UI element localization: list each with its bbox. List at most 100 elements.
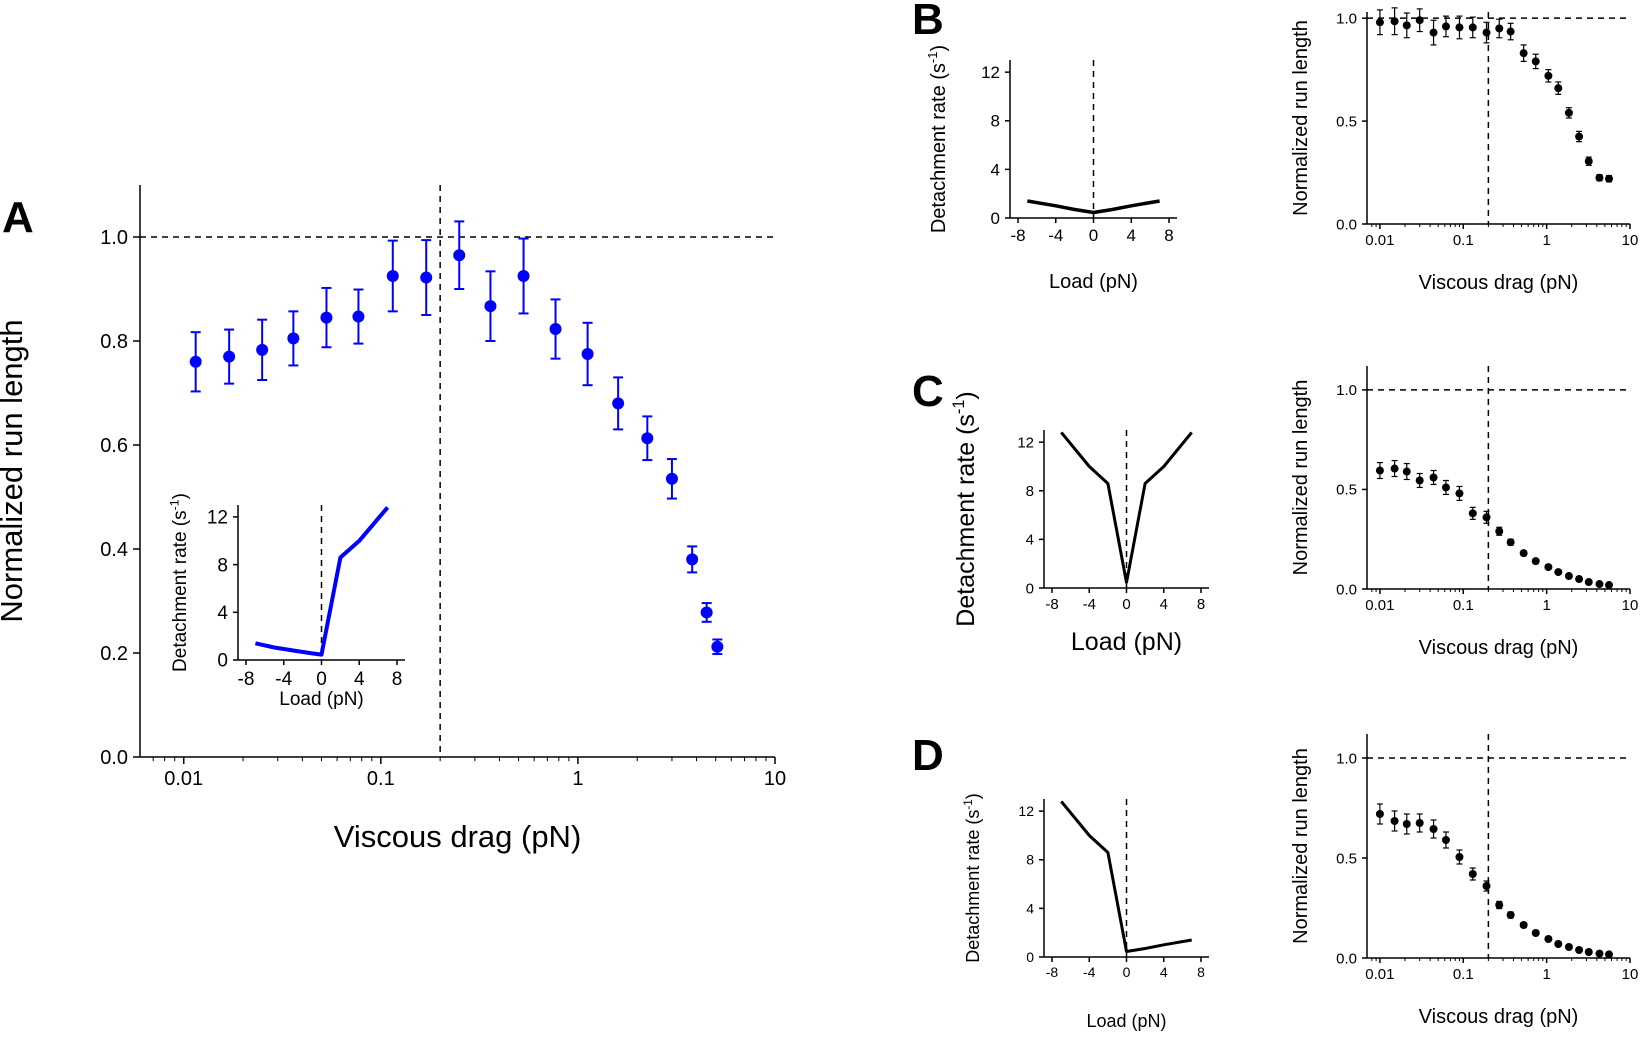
- chart-D-run: 0.01 0.1 1 10 0.0 0.5 1.0 Viscous drag (pN) Norm…: [1290, 734, 1638, 1028]
- panel-label-a: A: [2, 193, 34, 242]
- x-tick-label: 4: [1160, 596, 1168, 613]
- data-point: [1375, 466, 1384, 475]
- data-point: [1595, 949, 1604, 958]
- data-point: [1468, 870, 1477, 878]
- data-point: [420, 271, 433, 284]
- data-point: [1544, 71, 1553, 80]
- data-point: [189, 355, 202, 368]
- chart-C-run: 0.01 0.1 1 10 0.0 0.5 1.0 Viscous drag (pN) Norm…: [1290, 366, 1638, 659]
- data-point: [1506, 911, 1515, 919]
- x-tick-label: 4: [354, 669, 365, 690]
- data-point: [1506, 27, 1515, 36]
- x-tick-label: -8: [1046, 964, 1059, 980]
- y-tick-label: 0: [1026, 949, 1034, 965]
- data-point: [1519, 921, 1528, 929]
- data-point: [1468, 509, 1477, 518]
- data-point: [1595, 173, 1604, 182]
- data-point: [1575, 132, 1584, 141]
- x-tick-label: 4: [1127, 226, 1136, 245]
- x-tick-label: 0.1: [1453, 232, 1474, 249]
- y-tick-label: 12: [207, 508, 228, 529]
- data-point: [1375, 18, 1384, 27]
- y-axis-label-main: Normalized run length: [1290, 380, 1312, 576]
- data-point: [1554, 84, 1563, 93]
- y-tick-label: 0.0: [100, 747, 128, 769]
- series-line: [1060, 431, 1193, 584]
- data-point: [1390, 464, 1399, 473]
- x-tick-label: -4: [1083, 964, 1096, 980]
- y-tick-label: 0: [217, 651, 228, 672]
- y-tick-label: 0.5: [1336, 850, 1357, 867]
- y-tick-label: 1.0: [1336, 750, 1357, 767]
- y-axis-label-superscript: -1: [962, 799, 975, 809]
- x-tick-label: 0.01: [164, 768, 203, 790]
- y-tick-label: 8: [991, 112, 1000, 131]
- data-point: [1390, 17, 1399, 26]
- y-axis-label-superscript: -1: [950, 400, 968, 414]
- data-point: [1531, 57, 1540, 66]
- y-tick-label: 0.0: [1336, 581, 1357, 598]
- data-point: [1375, 810, 1384, 818]
- data-point: [1584, 948, 1593, 956]
- data-point: [1544, 935, 1553, 943]
- y-tick-label: 0.6: [100, 435, 128, 457]
- y-tick-label: 0: [1026, 580, 1034, 597]
- x-tick-label: 0.01: [1365, 966, 1394, 983]
- x-tick-label: 1: [1542, 232, 1550, 249]
- y-tick-label: 8: [1026, 852, 1034, 868]
- x-tick-label: -4: [1048, 226, 1063, 245]
- x-axis-label: Viscous drag (pN): [1419, 272, 1579, 294]
- series-line: [1060, 800, 1192, 953]
- y-axis-label: Detachment rate (s-1): [925, 45, 950, 233]
- y-axis-label: Detachment rate (s-1): [950, 391, 980, 626]
- data-point: [686, 553, 699, 566]
- data-point: [1455, 489, 1464, 498]
- data-point: [1544, 563, 1553, 572]
- y-axis-label-main: Detachment rate (s: [952, 414, 980, 627]
- data-point: [1605, 581, 1614, 590]
- data-point: [1482, 28, 1491, 37]
- data-point: [1531, 929, 1540, 937]
- x-tick-label: 8: [1197, 596, 1205, 613]
- y-tick-label: 1.0: [100, 227, 128, 249]
- x-axis-label: Viscous drag (pN): [1419, 1006, 1579, 1028]
- y-tick-label: 8: [217, 555, 228, 576]
- data-point: [1495, 901, 1504, 909]
- data-point: [1415, 819, 1424, 827]
- data-point: [1564, 108, 1573, 117]
- data-point: [484, 300, 497, 313]
- x-tick-label: 10: [1622, 966, 1639, 983]
- y-axis-label: Normalized run length: [0, 319, 29, 622]
- x-tick-label: 10: [1622, 597, 1639, 614]
- x-axis-label: Viscous drag (pN): [1419, 637, 1579, 659]
- y-axis-label-main: Normalized run length: [1290, 748, 1312, 944]
- x-tick-label: 0.01: [1365, 597, 1394, 614]
- y-axis-label-main: Detachment rate (s: [170, 510, 191, 672]
- x-tick-label: 10: [1622, 232, 1639, 249]
- chart-B-run: 0.01 0.1 1 10 0.0 0.5 1.0 Viscous drag (pN) Norm…: [1290, 7, 1639, 294]
- y-axis-label-superscript: -1: [167, 499, 181, 510]
- y-tick-label: 0: [991, 209, 1000, 228]
- x-tick-label: 1: [1542, 966, 1550, 983]
- data-point: [1605, 950, 1614, 959]
- y-axis-label-end: ): [170, 493, 191, 499]
- chart-C-rate: -8 -4 0 4 8 0 4 8 12 Load (pN) Detachment rate (s-…: [950, 391, 1209, 656]
- data-point: [1415, 476, 1424, 485]
- panel-label-b: B: [912, 0, 944, 44]
- y-tick-label: 12: [981, 63, 1000, 82]
- x-tick-label: -8: [1010, 226, 1025, 245]
- x-tick-label: 0: [1123, 964, 1131, 980]
- x-tick-label: 10: [764, 768, 786, 790]
- data-point: [1605, 174, 1614, 183]
- x-axis-label: Viscous drag (pN): [334, 819, 582, 854]
- data-point: [1506, 538, 1515, 547]
- x-tick-label: 0.1: [1453, 966, 1474, 983]
- chart-D-rate: -8 -4 0 4 8 0 4 8 12 Load (pN) Detachment rate (s-…: [962, 793, 1209, 1031]
- y-axis-label-main: Detachment rate (s: [928, 63, 950, 233]
- data-point: [1402, 21, 1411, 30]
- y-axis-label-end: ): [952, 391, 980, 399]
- x-tick-label: 8: [1164, 226, 1173, 245]
- data-point: [1575, 946, 1584, 954]
- y-axis-label-main: Detachment rate (s: [963, 810, 983, 963]
